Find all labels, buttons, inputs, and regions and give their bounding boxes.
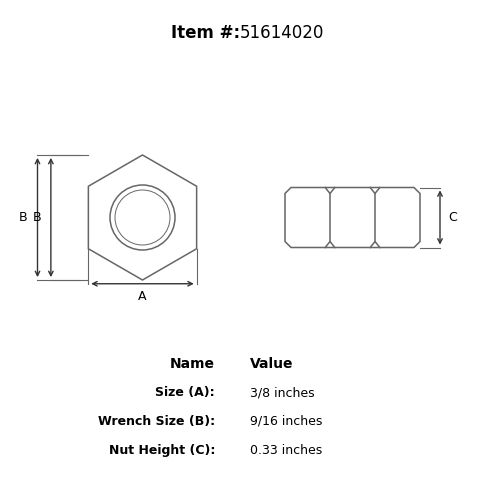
Text: Value: Value [250, 356, 294, 370]
Text: C: C [448, 211, 457, 224]
Text: 9/16 inches: 9/16 inches [250, 415, 322, 428]
Text: 0.33 inches: 0.33 inches [250, 444, 322, 457]
Text: 51614020: 51614020 [240, 24, 324, 42]
Text: A: A [138, 290, 147, 303]
Text: Size (A):: Size (A): [156, 386, 215, 399]
Text: B: B [32, 211, 41, 224]
Text: Wrench Size (B):: Wrench Size (B): [98, 415, 215, 428]
Text: 3/8 inches: 3/8 inches [250, 386, 314, 399]
Text: Nut Height (C):: Nut Height (C): [108, 444, 215, 457]
Text: B: B [19, 211, 28, 224]
Text: Name: Name [170, 356, 215, 370]
Text: Item #:: Item #: [171, 24, 240, 42]
